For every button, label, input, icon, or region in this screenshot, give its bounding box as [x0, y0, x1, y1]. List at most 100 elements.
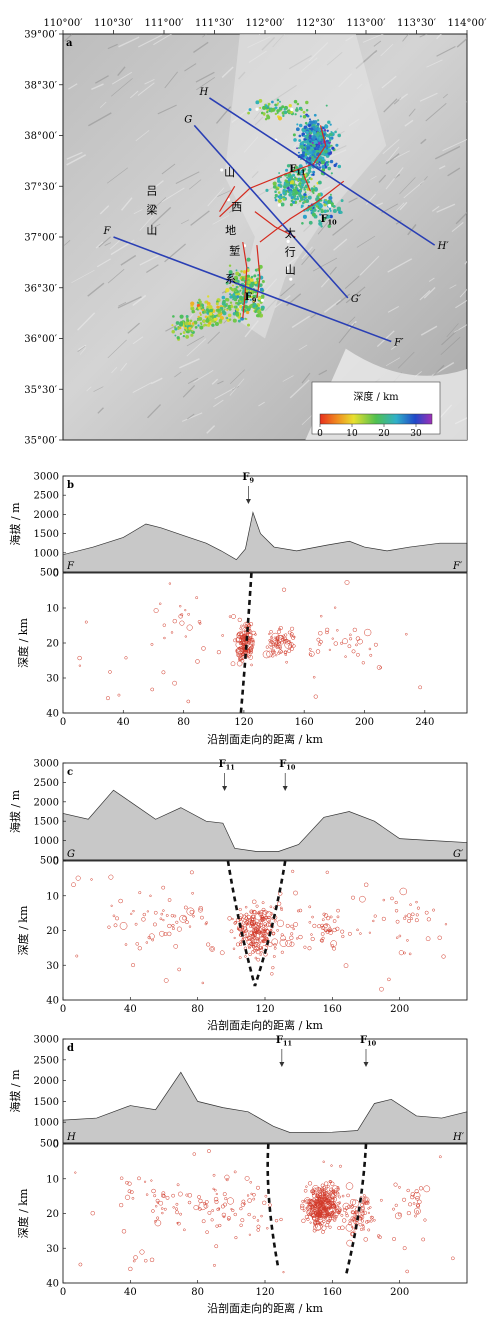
hypocenter: [248, 1233, 251, 1236]
hypocenter: [244, 928, 248, 933]
hypocenter: [162, 1194, 166, 1198]
x-axis-label: 沿剖面走向的距离 / km: [207, 1018, 323, 1032]
hypocenter: [155, 1205, 158, 1208]
hypocenter: [332, 927, 337, 933]
hypocenter: [209, 946, 216, 952]
epicenter: [190, 333, 194, 337]
hypocenter: [255, 931, 259, 934]
relief-stroke: [98, 236, 111, 248]
hypocenter: [328, 1225, 332, 1229]
epicenter: [201, 308, 205, 312]
epicenter: [246, 307, 251, 312]
relief-stroke: [93, 386, 104, 392]
epicenter: [329, 209, 332, 212]
epicenter: [308, 220, 313, 225]
profile-fault-label: F10: [360, 1035, 377, 1048]
epicenter: [179, 332, 183, 336]
hypocenter: [165, 914, 169, 917]
epicenter: [317, 119, 320, 122]
hypocenter: [289, 941, 295, 947]
hypocenter: [323, 923, 328, 928]
hypocenter: [244, 633, 247, 637]
relief-stroke: [298, 344, 308, 351]
hypocenter: [351, 1199, 360, 1207]
epicenter: [300, 169, 304, 174]
hypocenter: [231, 1208, 235, 1213]
hypocenter: [78, 664, 81, 667]
fault-traces: [219, 125, 345, 319]
relief-stroke: [146, 264, 159, 274]
relief-stroke: [301, 248, 316, 266]
relief-stroke: [420, 138, 427, 145]
hypocenter: [379, 986, 384, 992]
epicenter: [304, 121, 308, 125]
hypocenter: [183, 1228, 186, 1232]
hypocenter: [241, 937, 245, 941]
hypocenter: [308, 920, 312, 924]
hypocenter: [251, 630, 256, 636]
epicenter: [209, 312, 213, 316]
relief-stroke: [229, 369, 246, 384]
depth-tick-label: 40: [46, 709, 59, 720]
epicenter: [279, 193, 283, 197]
relief-stroke: [348, 320, 357, 329]
hypocenter: [162, 623, 166, 627]
hypocenter: [191, 891, 194, 895]
hypocenter: [251, 941, 256, 947]
relief-stroke: [189, 179, 202, 190]
relief-stroke: [373, 40, 382, 47]
relief-stroke: [381, 75, 397, 89]
relief-stroke: [378, 174, 387, 183]
profile-fault-label: F9: [242, 472, 254, 485]
epicenter: [295, 177, 299, 181]
hypocenter: [264, 916, 268, 920]
hypocenter: [308, 651, 315, 657]
hypocenter: [282, 634, 285, 637]
epicenter: [300, 153, 305, 158]
relief-stroke: [370, 175, 377, 180]
epicenter: [227, 313, 232, 318]
epicenter: [285, 168, 289, 172]
hypocenter: [228, 615, 232, 618]
hypocenter: [348, 1219, 352, 1222]
hypocenter: [145, 1193, 149, 1196]
hypocenter: [343, 963, 349, 968]
lat-tick-label: 37°00′: [24, 233, 57, 244]
hypocenter: [134, 922, 138, 926]
hypocenter: [237, 617, 242, 622]
hypocenter: [129, 1190, 134, 1195]
epicenter: [289, 175, 293, 179]
hypocenter: [308, 905, 312, 909]
hypocenter: [301, 1218, 306, 1223]
hypocenter: [267, 923, 272, 927]
epicenter: [319, 213, 322, 216]
epicenter: [286, 164, 291, 168]
relief-stroke: [132, 382, 153, 393]
hypocenter: [372, 919, 375, 923]
epicenter: [313, 185, 316, 188]
hypocenter: [369, 1219, 373, 1223]
profile-lines: H H′ G G′ F F′: [103, 87, 450, 349]
epicenter: [190, 301, 195, 306]
hypocenter: [249, 1181, 252, 1184]
hypocenter: [345, 1214, 349, 1218]
hypocenter: [245, 923, 254, 932]
epicenter: [299, 194, 303, 198]
epicenter: [284, 186, 287, 189]
hypocenter: [261, 939, 265, 943]
epicenter: [296, 195, 299, 198]
relief-stroke: [395, 202, 405, 212]
hypocenter: [159, 602, 162, 605]
hypocenter: [125, 1180, 129, 1185]
hypocenter: [319, 639, 323, 644]
epicenter: [221, 295, 226, 300]
hypocenter: [287, 649, 292, 653]
profile-start-label: H: [66, 1132, 76, 1143]
fault-dashed: [253, 860, 287, 987]
epicenter: [294, 113, 297, 116]
epicenter: [247, 280, 251, 285]
epicenter: [207, 304, 210, 307]
hypocenter: [204, 1200, 209, 1204]
hypocenter: [330, 1212, 335, 1217]
epicenter: [276, 98, 280, 102]
